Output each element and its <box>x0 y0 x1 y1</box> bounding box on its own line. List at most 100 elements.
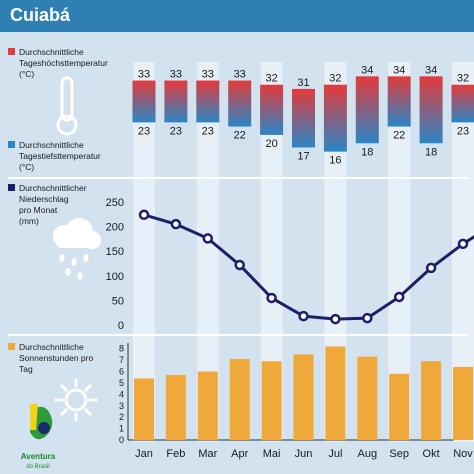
legend-temp-low-line: (°C) <box>19 162 34 172</box>
legend-sun: Durchschnittliche Sonnenstunden pro Tag <box>19 342 93 374</box>
sun-bar <box>165 374 186 440</box>
temp-low-label: 16 <box>329 155 341 167</box>
temp-high-label: 34 <box>425 64 437 76</box>
temp-bar <box>292 88 315 148</box>
legend-swatch-precip <box>8 184 15 191</box>
sun-icon <box>54 378 98 422</box>
column-highlight <box>196 62 219 442</box>
precip-y-tick: 50 <box>112 295 124 307</box>
temp-high-label: 32 <box>265 73 277 85</box>
temp-high-label: 33 <box>138 69 150 81</box>
precip-point <box>298 310 309 322</box>
legend-temp-high-line: Durchschnittliche <box>19 47 84 57</box>
temp-low-label: 23 <box>138 125 150 137</box>
sun-y-tick: 2 <box>119 412 124 422</box>
precip-point <box>330 313 341 325</box>
page-title: Cuiabá <box>10 5 71 25</box>
precip-line <box>143 213 474 321</box>
temp-bar <box>132 80 156 123</box>
temp-bar <box>164 80 188 123</box>
temp-high-label: 34 <box>361 64 373 76</box>
precip-point <box>393 291 405 303</box>
legend-temp-low-line: Tagestiefsttemperatur <box>19 151 101 161</box>
legend-temp-high: Durchschnittliche Tageshöchsttemperatur (°… <box>19 47 108 79</box>
temp-low-label: 20 <box>265 138 277 150</box>
sun-bar <box>453 366 473 440</box>
precip-point <box>170 218 182 230</box>
sun-bar <box>134 378 154 440</box>
sun-ray <box>84 408 92 416</box>
precip-point <box>457 238 469 250</box>
sun-y-tick: 5 <box>119 378 124 388</box>
precip-point <box>362 312 373 324</box>
legend-precip-line: Niederschlag <box>19 194 69 204</box>
month-label: Mai <box>263 448 281 460</box>
temp-high-label: 32 <box>457 73 469 85</box>
legend-swatch-sun <box>8 343 15 350</box>
temp-low-label: 22 <box>393 130 405 142</box>
temp-low-label: 17 <box>297 150 309 162</box>
sun-y-tick: 0 <box>119 435 124 445</box>
legend-sun-line: Tag <box>19 364 33 374</box>
month-label: Jun <box>295 448 313 460</box>
legend-precip: Durchschnittlicher Niederschlag pro Monat(… <box>19 183 87 226</box>
column-highlight <box>388 62 411 442</box>
legend-precip-line: Durchschnittlicher <box>19 183 87 193</box>
thermometer-bulb <box>56 114 78 136</box>
rain-cloud-icon <box>53 218 101 280</box>
sun-y-tick: 3 <box>119 401 124 411</box>
precip-y-tick: 250 <box>106 197 124 209</box>
rain-drop <box>59 254 65 262</box>
legend-temp-high-line: (°C) <box>19 69 34 79</box>
month-label: Feb <box>166 448 185 460</box>
sun-ray <box>60 408 68 416</box>
sun-y-tick: 7 <box>119 355 124 365</box>
temp-high-label: 32 <box>329 73 341 85</box>
legend-sun-line: Durchschnittliche <box>19 342 84 352</box>
sun-bar <box>325 346 346 440</box>
legend-precip-line: pro Monat <box>19 205 58 215</box>
temp-low-label: 23 <box>457 125 469 137</box>
temp-bar <box>419 76 443 144</box>
month-label: Jul <box>328 448 342 460</box>
temp-bar <box>323 84 347 152</box>
temp-bar <box>355 76 379 144</box>
sun-bar <box>261 361 282 440</box>
rain-drop <box>65 268 71 276</box>
month-label: Sep <box>389 448 409 460</box>
sun-bar <box>357 356 378 440</box>
temp-bar <box>196 80 220 123</box>
temp-high-label: 34 <box>393 64 405 76</box>
sun-core <box>64 388 88 412</box>
temp-bar <box>228 80 252 127</box>
legend-swatch-high <box>8 48 15 55</box>
sun-bar <box>197 371 218 440</box>
precip-y-tick: 150 <box>106 246 124 258</box>
rain-drop <box>71 258 77 266</box>
legend-temp-high-line: Tageshöchsttemperatur <box>19 58 108 68</box>
month-label: Nov <box>453 448 473 460</box>
sun-y-tick: 1 <box>119 424 124 434</box>
temp-high-label: 33 <box>170 69 182 81</box>
rain-drop <box>77 272 83 280</box>
temp-high-label: 31 <box>297 77 309 89</box>
legend-temp-low-line: Durchschnittliche <box>19 140 84 150</box>
month-label: Apr <box>231 448 248 460</box>
thermometer-icon <box>56 76 78 136</box>
temp-bar <box>260 84 284 135</box>
temp-low-label: 23 <box>202 125 214 137</box>
thermometer-tube <box>60 76 74 122</box>
legend-temp-low: Durchschnittliche Tagestiefsttemperatur (°… <box>19 140 101 172</box>
title-bar: Cuiabá <box>0 0 474 32</box>
temp-high-label: 33 <box>202 69 214 81</box>
sun-ray <box>84 384 92 392</box>
temp-bar <box>451 84 474 123</box>
precip-y-tick: 0 <box>118 320 124 332</box>
sun-bar <box>421 361 442 440</box>
precip-y-tick: 200 <box>106 222 124 234</box>
precip-point <box>202 233 214 244</box>
temp-low-label: 23 <box>170 125 182 137</box>
sun-bar <box>389 373 410 440</box>
